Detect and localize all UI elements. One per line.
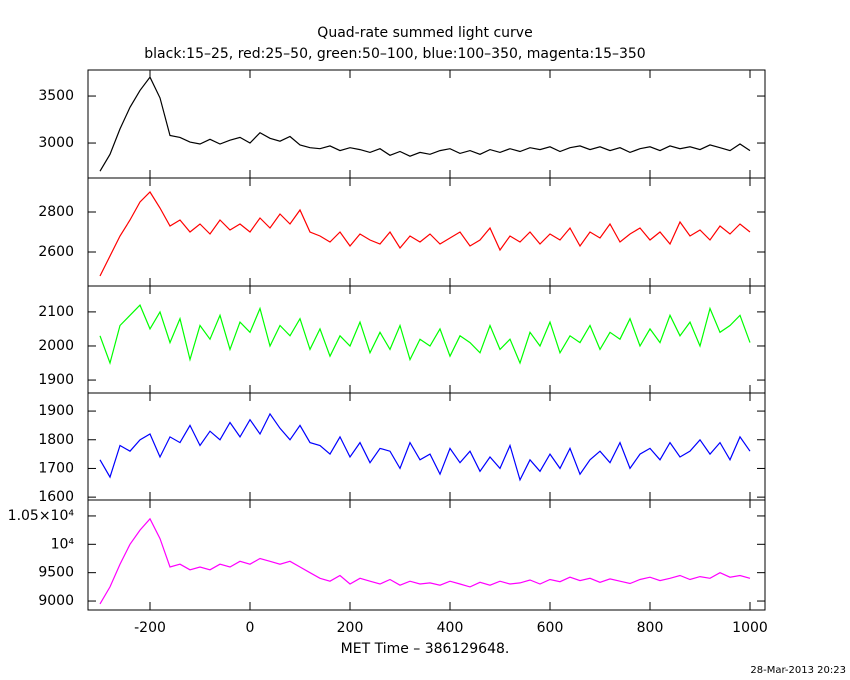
y-tick-label: 2100	[38, 304, 74, 320]
x-tick-label: 600	[537, 620, 564, 636]
y-tick-label: 3500	[38, 88, 74, 104]
y-tick-label: 1.05×10⁴	[8, 508, 75, 524]
y-tick-label: 9000	[38, 593, 74, 609]
y-tick-label: 1900	[38, 372, 74, 388]
x-tick-label: 400	[437, 620, 464, 636]
y-tick-label: 1800	[38, 432, 74, 448]
panel-frame	[87, 285, 766, 394]
light-curve	[99, 76, 751, 172]
y-tick-label: 9500	[38, 565, 74, 581]
chart-subtitle: black:15–25, red:25–50, green:50–100, bl…	[144, 46, 645, 62]
light-curve	[99, 304, 751, 365]
light-curve	[99, 517, 751, 605]
x-axis-label: MET Time – 386129648.	[341, 641, 510, 657]
y-tick-label: 2800	[38, 204, 74, 220]
chart-title: Quad-rate summed light curve	[317, 25, 532, 41]
y-tick-label: 1900	[38, 403, 74, 419]
x-tick-label: -200	[134, 620, 166, 636]
x-tick-label: 800	[637, 620, 664, 636]
y-tick-label: 2600	[38, 244, 74, 260]
panel-frame	[87, 69, 766, 179]
x-tick-label: 200	[337, 620, 364, 636]
footer: 28-Mar-2013 20:23	[750, 665, 846, 676]
light-curve	[99, 191, 751, 277]
y-tick-label: 10⁴	[51, 536, 75, 552]
panel-frame	[87, 499, 766, 611]
panel-frame	[87, 392, 766, 501]
x-tick-label: 0	[246, 620, 255, 636]
y-tick-label: 2000	[38, 338, 74, 354]
y-tick-label: 3000	[38, 135, 74, 151]
light-curve	[99, 412, 751, 482]
y-tick-label: 1700	[38, 460, 74, 476]
y-tick-label: 1600	[38, 489, 74, 505]
x-tick-label: 1000	[732, 620, 768, 636]
